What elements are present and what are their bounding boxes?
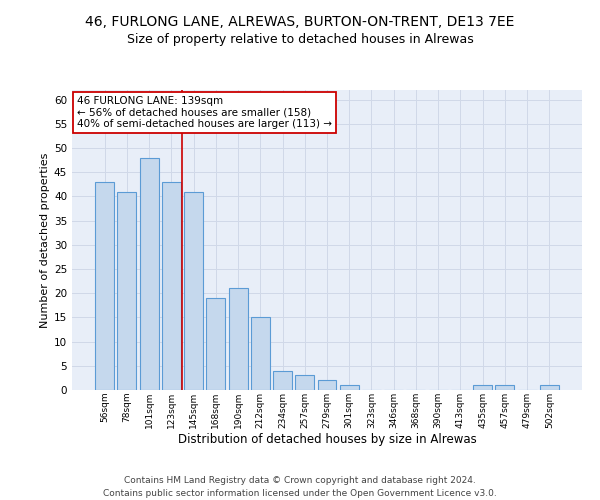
Bar — [473, 385, 492, 390]
Bar — [340, 385, 359, 390]
Y-axis label: Number of detached properties: Number of detached properties — [40, 152, 50, 328]
Bar — [95, 182, 114, 390]
Bar — [295, 376, 314, 390]
Bar — [229, 288, 248, 390]
Bar — [317, 380, 337, 390]
X-axis label: Distribution of detached houses by size in Alrewas: Distribution of detached houses by size … — [178, 434, 476, 446]
Text: Contains HM Land Registry data © Crown copyright and database right 2024.
Contai: Contains HM Land Registry data © Crown c… — [103, 476, 497, 498]
Bar — [206, 298, 225, 390]
Bar — [496, 385, 514, 390]
Bar — [140, 158, 158, 390]
Bar — [540, 385, 559, 390]
Bar — [184, 192, 203, 390]
Bar — [162, 182, 181, 390]
Text: 46 FURLONG LANE: 139sqm
← 56% of detached houses are smaller (158)
40% of semi-d: 46 FURLONG LANE: 139sqm ← 56% of detache… — [77, 96, 332, 129]
Text: Size of property relative to detached houses in Alrewas: Size of property relative to detached ho… — [127, 32, 473, 46]
Bar — [273, 370, 292, 390]
Text: 46, FURLONG LANE, ALREWAS, BURTON-ON-TRENT, DE13 7EE: 46, FURLONG LANE, ALREWAS, BURTON-ON-TRE… — [85, 15, 515, 29]
Bar — [118, 192, 136, 390]
Bar — [251, 318, 270, 390]
